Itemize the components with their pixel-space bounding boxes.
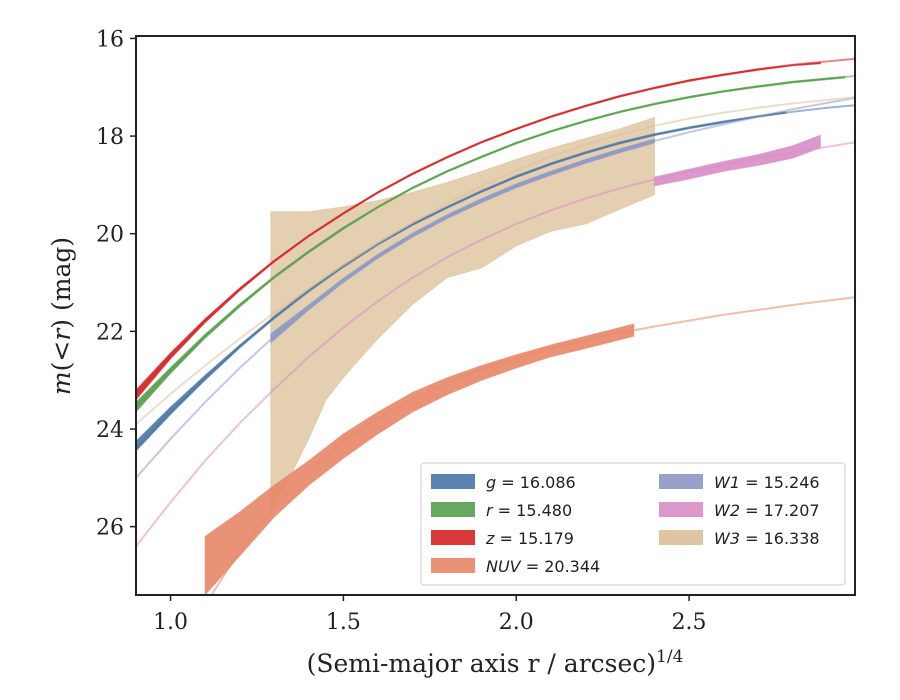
legend-entry-w3: W3 = 16.338 [659,529,820,548]
legend-swatch [659,502,703,517]
legend-entry-w1: W1 = 15.246 [659,473,820,492]
legend-label: g = 16.086 [486,473,576,492]
y-tick-label: 24 [96,418,124,443]
x-tick-label: 1.0 [153,610,188,635]
y-axis-label: m(<r) (mag) [47,237,76,395]
x-axis-ticks: 1.0 1.5 2.0 2.5 [153,595,707,635]
plot-frame [135,35,856,596]
x-tick-label: 1.5 [326,610,361,635]
y-tick-label: 20 [96,223,124,248]
model-curve-w1 [136,97,855,479]
y-axis-ticks: 16 18 20 22 24 26 [96,27,136,541]
measured-band-g [136,111,787,452]
legend-label: W3 = 16.338 [714,529,820,548]
legend-swatch [431,530,475,545]
legend-swatch [431,558,475,573]
model-curve-nuv [210,296,855,595]
measured-band-w3 [270,116,655,512]
model-curve-w3 [136,96,855,425]
model-curve-w2 [136,141,855,547]
measured-band-nuv [204,323,635,595]
model-curve-r [136,75,855,408]
legend-swatch [659,530,703,545]
legend-entry-g: g = 16.086 [431,473,576,492]
x-tick-label: 2.5 [672,610,707,635]
legend: g = 16.086 r = 15.480 z = 15.179 NUV = 20.3… [420,462,846,586]
legend-label: r = 15.480 [486,501,572,520]
y-tick-label: 22 [96,320,124,345]
legend-swatch [431,474,475,489]
model-curve-z [136,57,855,396]
legend-entry-r: r = 15.480 [431,501,572,520]
x-axis-label: (Semi-major axis r / arcsec)1/4 [307,647,684,678]
legend-swatch [659,474,703,489]
measured-band-w2 [654,134,821,187]
legend-swatch [431,502,475,517]
legend-label: W2 = 17.207 [714,501,820,520]
legend-entry-w2: W2 = 17.207 [659,501,820,520]
y-tick-label: 26 [96,516,124,541]
legend-label: NUV = 20.344 [486,557,600,576]
legend-label: W1 = 15.246 [714,473,820,492]
measured-band-w1 [270,138,655,344]
x-tick-label: 2.0 [499,610,534,635]
y-tick-label: 16 [96,27,124,52]
legend-entry-nuv: NUV = 20.344 [431,557,600,576]
legend-frame [420,462,846,586]
legend-label: z = 15.179 [485,529,574,548]
y-tick-label: 18 [96,125,124,150]
legend-entry-z: z = 15.179 [431,529,574,548]
x-axis-label-exponent: 1/4 [656,647,683,667]
model-curve-g [136,104,855,450]
model-curves [136,57,855,595]
